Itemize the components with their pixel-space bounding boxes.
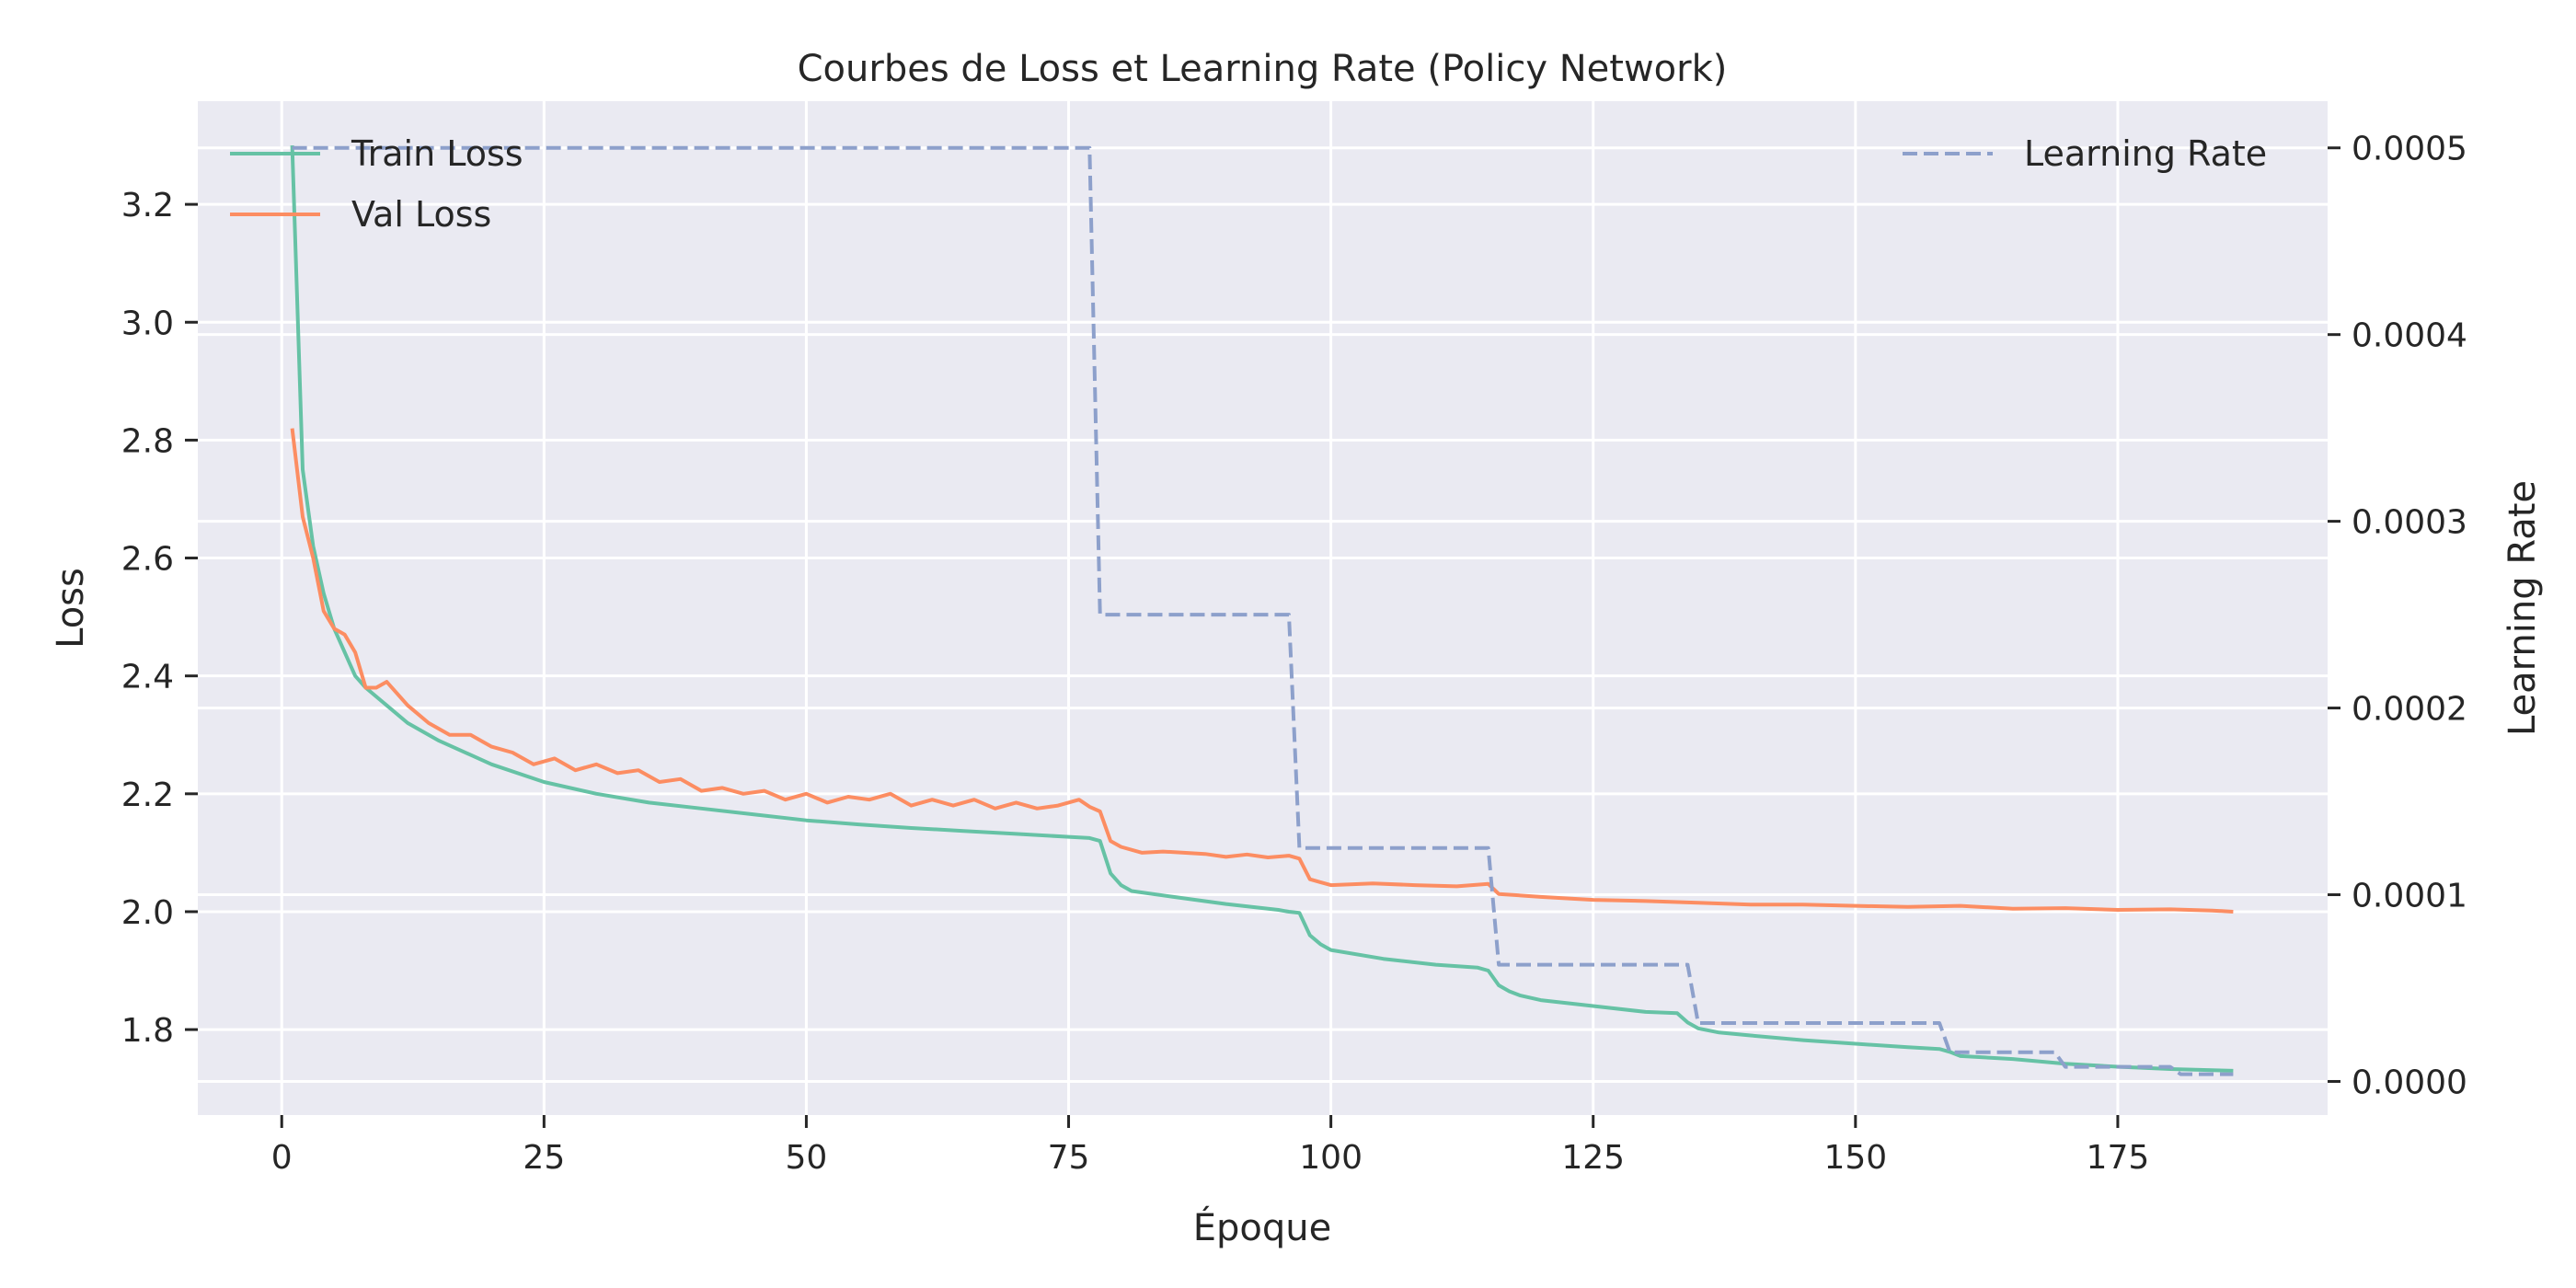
grid — [198, 101, 2328, 1115]
x-axis-label: Époque — [1193, 1205, 1332, 1249]
ticks: 0 25 50 75 100 125 150 175 1.8 2.0 2.2 2.4 2.6 2.8 3.0… — [121, 131, 2467, 1177]
legend-right: Learning Rate — [1903, 133, 2267, 174]
x-tick-label: 100 — [1299, 1139, 1363, 1177]
y-tick-label: 2.4 — [121, 659, 174, 696]
x-tick-label: 25 — [523, 1139, 565, 1177]
x-tick-label: 50 — [786, 1139, 828, 1177]
y2-tick-label: 0.0005 — [2352, 131, 2467, 168]
x-tick-label: 125 — [1561, 1139, 1625, 1177]
y2-tick-label: 0.0004 — [2352, 317, 2467, 355]
y-tick-label: 3.0 — [121, 305, 174, 342]
series-layer — [290, 145, 2234, 1076]
y-tick-label: 2.0 — [121, 894, 174, 932]
x-tick-label: 75 — [1048, 1139, 1090, 1177]
legend-label-train-loss: Train Loss — [351, 133, 523, 174]
y2-tick-label: 0.0002 — [2352, 691, 2467, 729]
y2-tick-label: 0.0000 — [2352, 1064, 2467, 1101]
legend-left: Train Loss Val Loss — [230, 133, 523, 235]
y-tick-label: 1.8 — [121, 1012, 174, 1050]
y2-axis-label: Learning Rate — [2501, 480, 2544, 736]
x-tick-label: 150 — [1823, 1139, 1887, 1177]
chart-title: Courbes de Loss et Learning Rate (Policy… — [798, 48, 1728, 90]
legend-label-val-loss: Val Loss — [351, 194, 491, 235]
y-axis-label: Loss — [50, 568, 92, 649]
y2-tick-label: 0.0001 — [2352, 878, 2467, 915]
y2-tick-label: 0.0003 — [2352, 504, 2467, 542]
series-line-val-loss — [290, 428, 2234, 914]
plot-background — [198, 101, 2328, 1115]
series-line-learning-rate — [292, 145, 2234, 1076]
x-tick-label: 175 — [2087, 1139, 2150, 1177]
y-tick-label: 2.6 — [121, 541, 174, 579]
legend-label-learning-rate: Learning Rate — [2024, 133, 2267, 174]
x-tick-label: 0 — [271, 1139, 293, 1177]
y-tick-label: 3.2 — [121, 187, 174, 224]
y-tick-label: 2.2 — [121, 776, 174, 814]
y-tick-label: 2.8 — [121, 422, 174, 460]
series-line-train-loss — [290, 145, 2234, 1073]
